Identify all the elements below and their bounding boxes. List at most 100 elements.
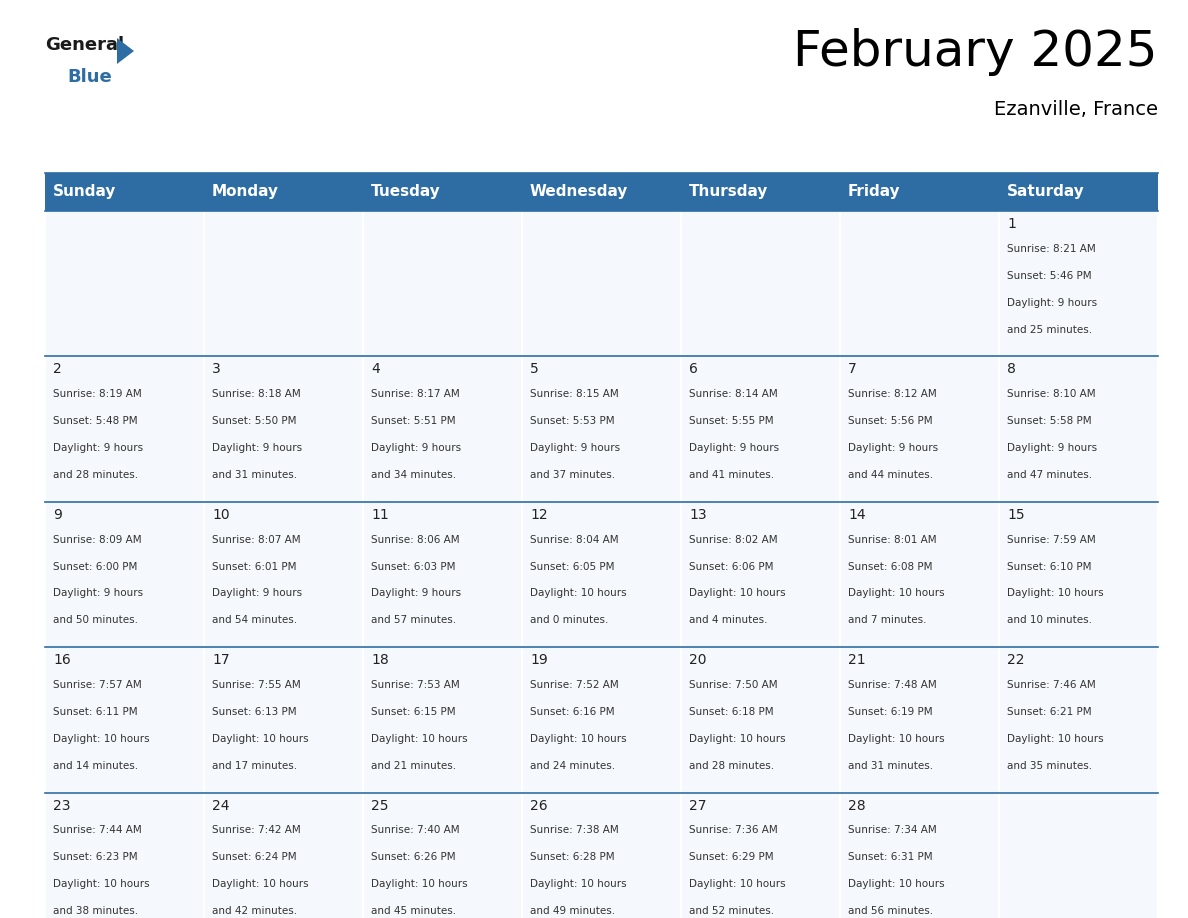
Text: Sunset: 6:08 PM: Sunset: 6:08 PM: [848, 562, 933, 572]
Text: Sunset: 5:56 PM: Sunset: 5:56 PM: [848, 416, 933, 426]
Text: Wednesday: Wednesday: [530, 185, 628, 199]
Text: Sunset: 5:50 PM: Sunset: 5:50 PM: [211, 416, 297, 426]
Text: Sunset: 5:51 PM: Sunset: 5:51 PM: [371, 416, 455, 426]
Text: and 31 minutes.: and 31 minutes.: [211, 470, 297, 480]
Text: 11: 11: [371, 508, 388, 521]
Text: Sunset: 6:28 PM: Sunset: 6:28 PM: [530, 853, 614, 862]
Text: Daylight: 9 hours: Daylight: 9 hours: [53, 588, 143, 599]
Text: Sunrise: 8:21 AM: Sunrise: 8:21 AM: [1007, 244, 1095, 254]
Text: and 7 minutes.: and 7 minutes.: [848, 615, 927, 625]
Bar: [522, 356, 681, 502]
Bar: [45, 173, 204, 211]
Text: Daylight: 9 hours: Daylight: 9 hours: [1007, 443, 1097, 453]
Text: and 28 minutes.: and 28 minutes.: [53, 470, 138, 480]
Text: Tuesday: Tuesday: [371, 185, 441, 199]
Bar: [204, 647, 364, 792]
Bar: [999, 173, 1158, 211]
Text: and 28 minutes.: and 28 minutes.: [689, 761, 775, 771]
Bar: [45, 502, 204, 647]
Text: 9: 9: [53, 508, 62, 521]
Text: Daylight: 10 hours: Daylight: 10 hours: [530, 588, 626, 599]
Text: Sunrise: 7:59 AM: Sunrise: 7:59 AM: [1007, 534, 1095, 544]
Text: Daylight: 10 hours: Daylight: 10 hours: [530, 733, 626, 744]
Text: Sunset: 6:05 PM: Sunset: 6:05 PM: [530, 562, 614, 572]
Text: Daylight: 10 hours: Daylight: 10 hours: [371, 879, 468, 890]
Text: Sunrise: 8:17 AM: Sunrise: 8:17 AM: [371, 389, 460, 399]
Bar: [522, 173, 681, 211]
Text: 23: 23: [53, 799, 70, 812]
Text: Sunset: 6:19 PM: Sunset: 6:19 PM: [848, 707, 933, 717]
Bar: [840, 647, 999, 792]
Text: Sunset: 5:46 PM: Sunset: 5:46 PM: [1007, 271, 1092, 281]
Text: Sunset: 5:55 PM: Sunset: 5:55 PM: [689, 416, 773, 426]
Text: Sunset: 6:24 PM: Sunset: 6:24 PM: [211, 853, 297, 862]
Text: Sunset: 6:06 PM: Sunset: 6:06 PM: [689, 562, 773, 572]
Text: and 4 minutes.: and 4 minutes.: [689, 615, 767, 625]
Text: 2: 2: [53, 363, 62, 376]
Text: and 49 minutes.: and 49 minutes.: [530, 906, 615, 916]
Text: and 14 minutes.: and 14 minutes.: [53, 761, 138, 771]
Text: 19: 19: [530, 654, 548, 667]
Text: February 2025: February 2025: [794, 28, 1158, 76]
Bar: [204, 792, 364, 918]
Text: Sunrise: 8:06 AM: Sunrise: 8:06 AM: [371, 534, 460, 544]
Bar: [45, 792, 204, 918]
Bar: [45, 211, 204, 356]
Text: Sunrise: 7:48 AM: Sunrise: 7:48 AM: [848, 680, 936, 690]
Text: 24: 24: [211, 799, 229, 812]
Bar: [999, 647, 1158, 792]
Text: Daylight: 10 hours: Daylight: 10 hours: [53, 879, 150, 890]
Text: Sunrise: 7:44 AM: Sunrise: 7:44 AM: [53, 825, 141, 835]
Text: Sunset: 6:23 PM: Sunset: 6:23 PM: [53, 853, 138, 862]
Bar: [681, 356, 840, 502]
Text: and 24 minutes.: and 24 minutes.: [530, 761, 615, 771]
Text: and 34 minutes.: and 34 minutes.: [371, 470, 456, 480]
Text: Daylight: 9 hours: Daylight: 9 hours: [689, 443, 779, 453]
Bar: [522, 792, 681, 918]
Text: and 42 minutes.: and 42 minutes.: [211, 906, 297, 916]
Text: Sunrise: 7:38 AM: Sunrise: 7:38 AM: [530, 825, 619, 835]
Text: 26: 26: [530, 799, 548, 812]
Bar: [364, 502, 522, 647]
Text: Sunset: 6:00 PM: Sunset: 6:00 PM: [53, 562, 138, 572]
Text: Daylight: 9 hours: Daylight: 9 hours: [371, 588, 461, 599]
Text: Sunset: 6:10 PM: Sunset: 6:10 PM: [1007, 562, 1092, 572]
Bar: [204, 211, 364, 356]
Bar: [999, 356, 1158, 502]
Text: 16: 16: [53, 654, 71, 667]
Bar: [840, 792, 999, 918]
Bar: [204, 173, 364, 211]
Bar: [364, 647, 522, 792]
Text: Sunset: 6:26 PM: Sunset: 6:26 PM: [371, 853, 455, 862]
Text: Daylight: 10 hours: Daylight: 10 hours: [211, 879, 309, 890]
Text: Sunset: 6:31 PM: Sunset: 6:31 PM: [848, 853, 933, 862]
Text: Sunrise: 8:01 AM: Sunrise: 8:01 AM: [848, 534, 936, 544]
Text: Daylight: 9 hours: Daylight: 9 hours: [848, 443, 939, 453]
Text: Daylight: 10 hours: Daylight: 10 hours: [848, 733, 944, 744]
Bar: [999, 502, 1158, 647]
Text: General: General: [45, 36, 124, 54]
Text: Sunday: Sunday: [53, 185, 116, 199]
Text: Sunset: 6:13 PM: Sunset: 6:13 PM: [211, 707, 297, 717]
Text: Friday: Friday: [848, 185, 901, 199]
Bar: [681, 792, 840, 918]
Text: and 0 minutes.: and 0 minutes.: [530, 615, 608, 625]
Text: 5: 5: [530, 363, 538, 376]
Text: Sunrise: 8:02 AM: Sunrise: 8:02 AM: [689, 534, 778, 544]
Text: Daylight: 10 hours: Daylight: 10 hours: [689, 733, 785, 744]
Bar: [204, 356, 364, 502]
Text: Daylight: 10 hours: Daylight: 10 hours: [848, 588, 944, 599]
Text: Sunrise: 8:10 AM: Sunrise: 8:10 AM: [1007, 389, 1095, 399]
Text: Sunrise: 7:50 AM: Sunrise: 7:50 AM: [689, 680, 778, 690]
Text: Thursday: Thursday: [689, 185, 769, 199]
Bar: [681, 173, 840, 211]
Text: and 38 minutes.: and 38 minutes.: [53, 906, 138, 916]
Text: Sunset: 6:01 PM: Sunset: 6:01 PM: [211, 562, 297, 572]
Text: Sunset: 6:11 PM: Sunset: 6:11 PM: [53, 707, 138, 717]
Text: Sunset: 5:58 PM: Sunset: 5:58 PM: [1007, 416, 1092, 426]
Text: Sunrise: 8:15 AM: Sunrise: 8:15 AM: [530, 389, 619, 399]
Text: 27: 27: [689, 799, 707, 812]
Text: Saturday: Saturday: [1007, 185, 1085, 199]
Text: Blue: Blue: [67, 68, 112, 86]
Bar: [681, 211, 840, 356]
